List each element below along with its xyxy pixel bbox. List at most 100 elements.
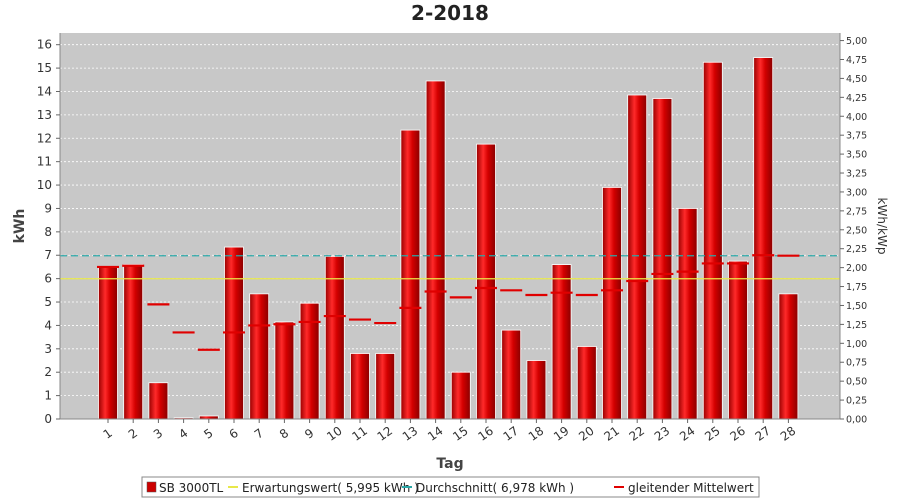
bar-day-1 [98,266,118,420]
moving-average-series [97,254,800,351]
bar-day-18 [526,360,547,420]
x-tick-label-26: 26 [727,424,748,444]
x-tick-label-18: 18 [526,424,547,444]
y2-tick-label-0: 0,00 [846,415,867,426]
y-tick-label-8: 8 [44,225,52,239]
y-tick-label-9: 9 [44,201,52,215]
x-tick-label-8: 8 [277,426,291,442]
bar-day-21 [602,186,622,420]
x-tick-label-23: 23 [652,424,673,444]
y-tick-label-7: 7 [44,248,52,262]
y2-tick-label-6: 1,50 [846,301,867,312]
y-tick-label-11: 11 [37,155,52,169]
bar-day-19 [551,264,572,420]
x-tick-label-17: 17 [501,424,522,444]
legend: SB 3000TL Erwartungswert( 5,995 kWh ) Du… [141,476,760,498]
y2-tick-label-2: 0,50 [846,377,867,388]
y2-tick-label-8: 2,00 [846,263,867,274]
legend-label-moving: gleitender Mittelwert [628,481,754,495]
bar-day-26 [728,260,748,420]
x-tick-label-4: 4 [176,426,190,442]
y2-tick-label-5: 1,25 [846,320,867,331]
y2-tick-label-14: 3,50 [846,150,867,161]
bar-day-24 [677,208,698,420]
legend-label-average: Durchschnitt( 6,978 kWh ) [416,481,574,495]
y2-tick-label-3: 0,75 [846,358,867,369]
x-tick-label-14: 14 [425,424,446,444]
y-tick-label-1: 1 [44,389,52,403]
x-tick-label-27: 27 [753,424,774,444]
bar-day-22 [627,94,648,420]
bar-day-13 [400,129,421,420]
y2-tick-label-19: 4,75 [846,55,867,66]
y2-tick-label-18: 4,50 [846,74,867,85]
y2-tick-label-1: 0,25 [846,396,867,407]
x-axis-label: Tag [436,456,463,472]
y-tick-label-12: 12 [37,131,52,145]
x-tick-label-7: 7 [252,426,266,442]
x-tick-label-16: 16 [475,424,496,444]
x-axis-ticks: 1 2 3 4 5 6 7 8 9 10 11 12 13 14 15 16 17 18 19 20 21 22 23 24 2… [101,419,799,444]
y-tick-label-3: 3 [44,342,52,356]
bar-day-27 [753,57,774,420]
bar-day-10 [324,256,345,420]
x-tick-label-12: 12 [375,424,396,444]
bar-day-11 [350,353,370,420]
y-tick-label-10: 10 [37,178,52,192]
y-tick-label-15: 15 [37,61,52,75]
legend-label-bar: SB 3000TL [159,481,224,495]
y-tick-label-0: 0 [44,412,52,426]
bar-day-15 [450,371,471,420]
x-tick-label-10: 10 [324,424,345,444]
y2-tick-label-9: 2,25 [846,244,867,255]
x-tick-label-28: 28 [778,424,799,444]
reference-lines [60,255,840,280]
y-tick-label-14: 14 [37,84,52,98]
bar-day-25 [702,61,723,420]
y-tick-label-13: 13 [37,108,52,122]
y2-tick-label-15: 3,75 [846,131,867,142]
x-tick-label-21: 21 [601,424,622,444]
bar-day-20 [576,346,597,420]
y-tick-label-2: 2 [44,365,52,379]
x-tick-label-3: 3 [151,426,165,442]
bar-day-2 [123,264,144,420]
y-tick-label-4: 4 [44,318,52,332]
legend-label-expected: Erwartungswert( 5,995 kWh ) [242,481,419,495]
x-tick-label-9: 9 [302,426,316,442]
chart-title: 2-2018 [411,1,489,25]
legend-swatch-bar [146,481,157,493]
bar-day-16 [476,143,496,420]
y2-tick-label-16: 4,00 [846,112,867,123]
x-tick-label-5: 5 [201,426,215,442]
y2-axis-ticks: 0,00 0,25 0,50 0,75 1,00 1,25 1,50 1,75 2,00 2,25… [840,36,867,426]
y-tick-label-16: 16 [37,38,52,52]
x-tick-label-6: 6 [227,426,241,442]
x-tick-label-24: 24 [677,424,698,444]
y2-tick-label-20: 5,00 [846,36,867,47]
y-tick-label-5: 5 [44,295,52,309]
y2-tick-label-7: 1,75 [846,282,867,293]
bar-day-8 [274,321,295,420]
plot-area [60,33,840,419]
x-tick-label-2: 2 [126,426,140,442]
y2-axis-label: kWh/kWp [875,198,889,255]
bar-day-28 [778,293,799,420]
x-tick-label-15: 15 [450,424,471,444]
y2-tick-label-4: 1,00 [846,339,867,350]
y2-tick-label-13: 3,25 [846,169,867,180]
y2-tick-label-12: 3,00 [846,187,867,198]
x-tick-label-22: 22 [627,424,648,444]
x-tick-label-1: 1 [101,426,115,442]
y-axis-label: kWh [12,209,28,244]
x-tick-label-13: 13 [400,424,421,444]
y-tick-label-6: 6 [44,272,52,286]
bar-day-17 [501,329,522,420]
legend-box [141,476,760,498]
y2-tick-label-11: 2,75 [846,206,867,217]
bar-day-14 [425,80,446,420]
x-tick-label-11: 11 [349,424,370,444]
bar-day-12 [375,353,396,420]
